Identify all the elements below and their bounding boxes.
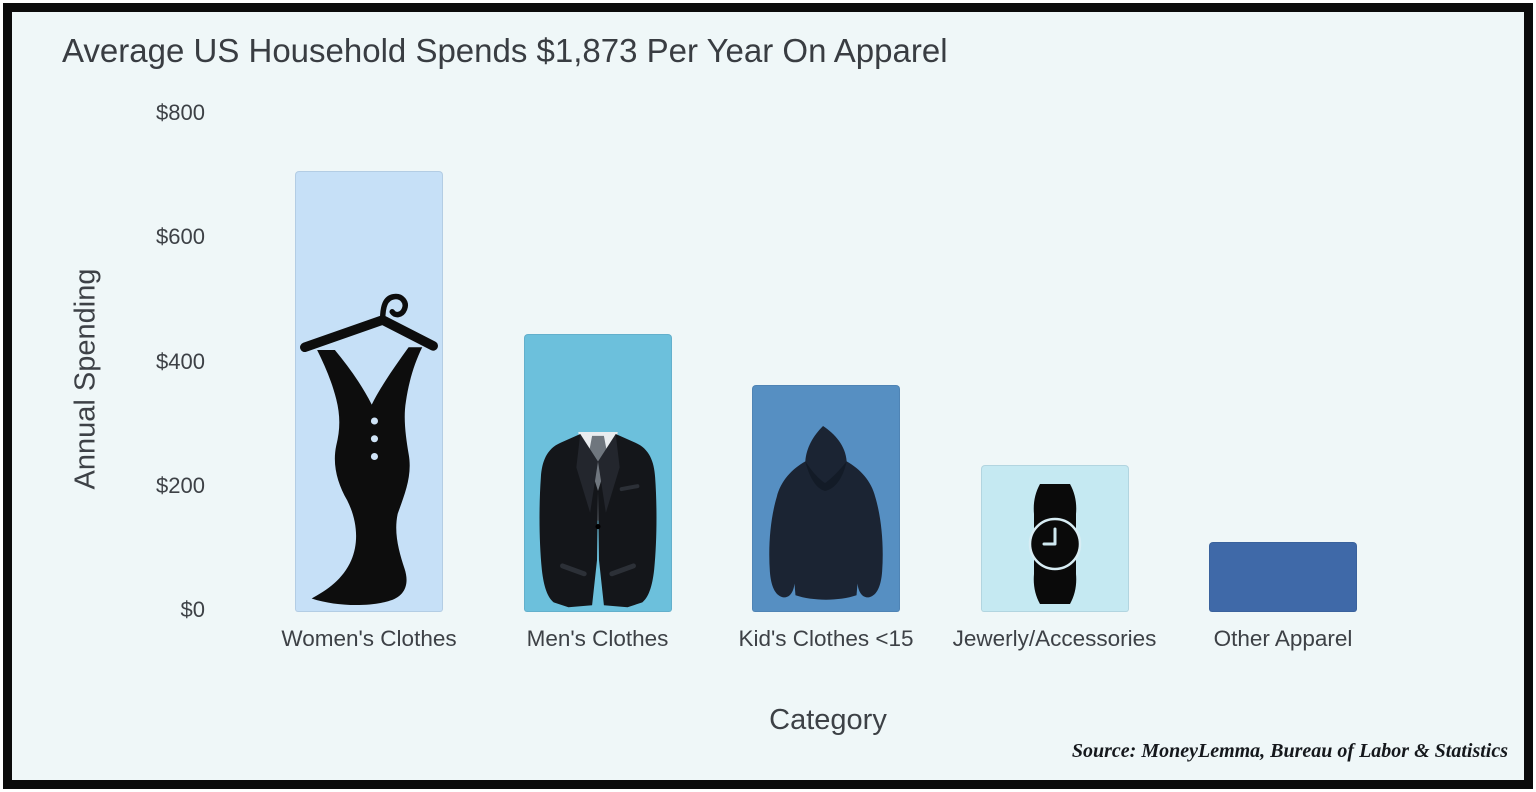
y-tick-label: $400 — [156, 348, 205, 374]
x-axis-label: Category — [769, 704, 887, 736]
x-tick-label: Other Apparel — [1213, 626, 1353, 651]
y-tick-label: $200 — [156, 472, 205, 498]
dress-hanger-icon — [300, 294, 438, 606]
y-tick-label: $600 — [156, 224, 205, 250]
x-tick-label: Men's Clothes — [526, 626, 669, 651]
chart-title: Average US Household Spends $1,873 Per Y… — [62, 32, 948, 69]
bar-4 — [980, 465, 1129, 612]
y-tick-label: $0 — [180, 597, 205, 622]
bar-5 — [1209, 542, 1357, 612]
chart-frame: Average US Household Spends $1,873 Per Y… — [3, 3, 1533, 789]
bar-2 — [523, 334, 672, 612]
x-tick-label: Women's Clothes — [281, 626, 457, 651]
bar-1 — [295, 171, 443, 612]
x-tick-label: Kid's Clothes <15 — [738, 626, 914, 651]
x-tick-label: Jewerly/Accessories — [952, 626, 1157, 651]
bar-3 — [752, 385, 900, 612]
y-tick-label: $800 — [156, 100, 205, 126]
hoodie-icon — [769, 425, 883, 600]
source-note: Source: MoneyLemma, Bureau of Labor & St… — [1071, 740, 1508, 762]
suit-icon — [539, 431, 656, 608]
wristwatch-icon — [1028, 484, 1081, 604]
